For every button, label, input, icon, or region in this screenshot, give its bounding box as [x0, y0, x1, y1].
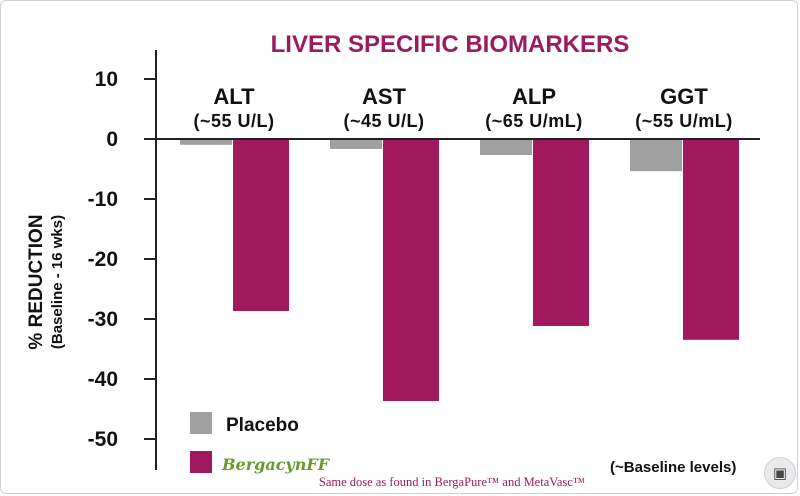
y-tick-label: 0 — [106, 128, 118, 151]
y-axis-label: % REDUCTION — [26, 214, 47, 349]
bar-ast-bergacyn — [383, 140, 439, 401]
scan-text-icon[interactable]: ▣ — [764, 457, 796, 489]
category-baseline-ggt: (~55 U/mL) — [635, 111, 733, 131]
category-baseline-alt: (~55 U/L) — [193, 111, 274, 131]
chart-title: LIVER SPECIFIC BIOMARKERS — [271, 31, 630, 58]
baseline-levels-note: (~Baseline levels) — [610, 459, 736, 476]
category-labels: ALT(~55 U/L) AST(~45 U/L) ALP(~65 U/mL) GGT… — [193, 84, 732, 131]
category-label-alp: ALP — [512, 84, 556, 109]
y-tick-label: -20 — [88, 248, 118, 271]
y-axis-sublabel: (Baseline - 16 wks) — [49, 215, 66, 349]
bar-ggt-bergacyn — [683, 140, 739, 340]
legend-label-bergacyn: BergacynFF — [221, 455, 331, 474]
bar-alt-placebo — [180, 140, 232, 145]
y-axis-title: % REDUCTION — [26, 214, 47, 349]
y-tick-label: -50 — [88, 428, 118, 451]
y-tick-label: -30 — [88, 308, 118, 331]
bar-alp-placebo — [480, 140, 532, 155]
category-label-ast: AST — [362, 84, 407, 109]
bar-ggt-placebo — [630, 140, 682, 172]
y-tick-label: -40 — [88, 368, 118, 391]
y-tick-label: -10 — [88, 188, 118, 211]
bar-alt-bergacyn — [233, 140, 289, 311]
y-tick-label: 10 — [95, 68, 118, 91]
legend-swatch-bergacyn — [190, 451, 212, 473]
bars-group — [180, 140, 739, 401]
category-baseline-alp: (~65 U/mL) — [485, 111, 583, 131]
y-axis: 10 0 -10 -20 -30 -40 -50 — [88, 50, 157, 470]
category-label-ggt: GGT — [660, 84, 708, 109]
bar-alp-bergacyn — [533, 140, 589, 326]
category-baseline-ast: (~45 U/L) — [343, 111, 424, 131]
bar-ast-placebo — [330, 140, 382, 149]
legend-label-placebo: Placebo — [226, 415, 299, 436]
legend: Placebo BergacynFF — [190, 412, 331, 474]
y-axis-subtitle: (Baseline - 16 wks) — [49, 215, 66, 349]
legend-swatch-placebo — [190, 412, 212, 434]
category-label-alt: ALT — [213, 84, 255, 109]
footnote: Same dose as found in BergaPure™ and Met… — [319, 475, 585, 489]
